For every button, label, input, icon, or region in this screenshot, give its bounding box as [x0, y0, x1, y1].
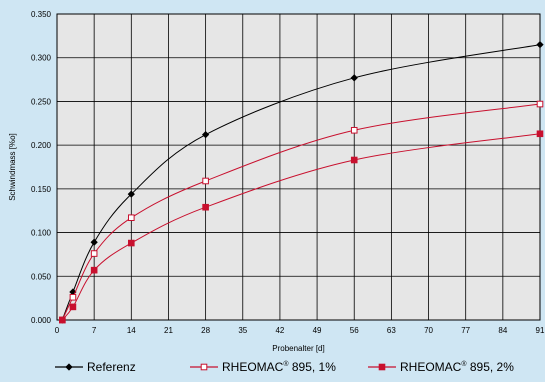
data-point [350, 126, 358, 134]
series-3 [59, 130, 544, 324]
y-tick-labels: 0.000 0.050 0.100 0.150 0.200 0.250 0.300 0.350 [31, 10, 52, 325]
data-point [90, 266, 98, 274]
series-line [61, 44, 541, 321]
x-tick-label: 7 [92, 326, 97, 335]
legend-label: RHEOMAC® 895, 2% [400, 360, 514, 374]
legend-label: RHEOMAC® 895, 1% [222, 360, 336, 374]
data-point [536, 100, 544, 108]
data-point [202, 177, 209, 185]
y-tick-label: 0.200 [31, 141, 52, 150]
data-point [69, 293, 77, 301]
data-point [536, 40, 544, 49]
data-point [201, 131, 210, 139]
y-tick-label: 0.000 [31, 316, 52, 325]
x-tick-label: 0 [55, 326, 60, 335]
legend-label: Referenz [87, 360, 136, 374]
data-point [202, 203, 209, 211]
grid-lines [56, 13, 541, 321]
x-axis-title: Probenalter [d] [272, 344, 324, 353]
data-point [536, 130, 544, 138]
y-tick-label: 0.100 [31, 229, 52, 238]
y-tick-label: 0.350 [31, 10, 52, 19]
plot-frame [56, 13, 541, 321]
data-point [127, 190, 135, 198]
series-line [61, 103, 541, 321]
legend-marker [378, 363, 386, 371]
x-tick-label: 77 [461, 326, 470, 335]
x-tick-label: 28 [201, 326, 210, 335]
y-tick-label: 0.050 [31, 272, 52, 281]
legend: Referenz RHEOMAC® 895, 1% RHEOMAC® 895, 2% [55, 360, 514, 374]
series-line [61, 133, 541, 321]
data-point [69, 303, 77, 311]
x-tick-label: 56 [350, 326, 359, 335]
series-layer [58, 40, 544, 324]
y-tick-label: 0.150 [31, 185, 52, 194]
x-tick-label: 14 [127, 326, 136, 335]
legend-item-1: Referenz [55, 360, 136, 374]
x-tick-label: 42 [275, 326, 284, 335]
x-tick-label: 21 [164, 326, 173, 335]
x-tick-label: 35 [238, 326, 247, 335]
data-point [90, 250, 98, 257]
data-point [128, 214, 135, 222]
x-tick-label: 49 [313, 326, 322, 335]
data-point [90, 238, 98, 246]
legend-marker [200, 363, 208, 371]
data-point [350, 156, 358, 164]
x-tick-labels: 0 7 14 21 28 35 42 49 56 63 70 77 84 91 [55, 326, 545, 335]
y-axis-title: Schwindmass [%o] [8, 133, 17, 201]
x-tick-label: 91 [536, 326, 545, 335]
x-tick-label: 70 [424, 326, 433, 335]
x-tick-label: 63 [387, 326, 396, 335]
data-point [128, 239, 135, 247]
y-tick-label: 0.250 [31, 97, 52, 106]
legend-item-2: RHEOMAC® 895, 1% [190, 360, 336, 374]
data-point [59, 316, 66, 324]
legend-marker [65, 363, 73, 371]
y-tick-label: 0.300 [31, 54, 52, 63]
legend-item-3: RHEOMAC® 895, 2% [368, 360, 514, 374]
data-point [350, 74, 358, 82]
x-tick-label: 84 [498, 326, 507, 335]
plot-area [57, 14, 540, 320]
